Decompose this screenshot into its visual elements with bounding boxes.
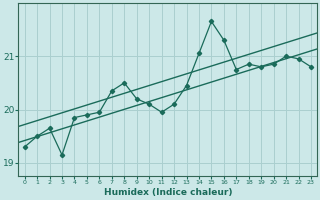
X-axis label: Humidex (Indice chaleur): Humidex (Indice chaleur) <box>104 188 232 197</box>
